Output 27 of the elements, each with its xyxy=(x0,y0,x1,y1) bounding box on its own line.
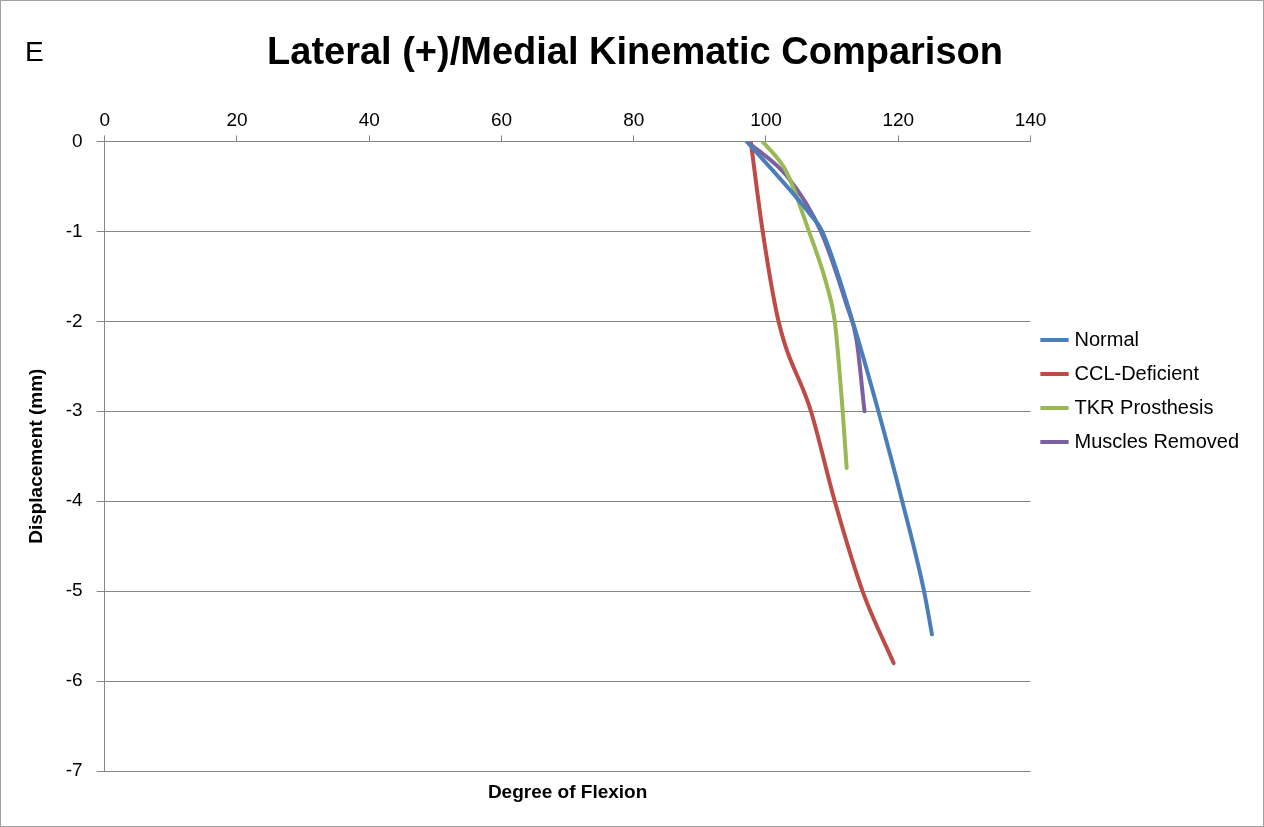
x-tick-label: 140 xyxy=(1014,109,1047,131)
legend-label: TKR Prosthesis xyxy=(1074,395,1214,418)
y-tick-label: 0 xyxy=(72,129,83,151)
y-tick-label: -1 xyxy=(65,219,83,241)
y-tick-label: -7 xyxy=(65,759,83,781)
x-tick-label: 20 xyxy=(226,109,248,131)
legend-label: CCL-Deficient xyxy=(1074,361,1200,384)
text: E xyxy=(25,35,44,67)
y-tick-label: -3 xyxy=(65,399,83,421)
x-tick-label: 120 xyxy=(882,109,915,131)
x-tick-label: 100 xyxy=(750,109,782,131)
y-tick-label: -5 xyxy=(65,579,83,601)
legend-label: Muscles Removed xyxy=(1074,429,1240,452)
line-series xyxy=(760,141,849,470)
line-series xyxy=(748,141,896,666)
x-axis-title: Degree of Flexion xyxy=(487,781,648,803)
x-tick-label: 80 xyxy=(623,109,645,131)
y-tick-label: -6 xyxy=(65,669,83,691)
legend-label: Normal xyxy=(1074,327,1139,350)
y-tick-label: -4 xyxy=(65,489,84,511)
line-series xyxy=(744,141,934,637)
x-tick-label: 0 xyxy=(99,109,110,131)
y-tick-label: -2 xyxy=(65,309,83,331)
x-tick-label: 60 xyxy=(490,109,513,131)
y-axis-title: Displacement (mm) xyxy=(24,368,46,544)
x-tick-label: 40 xyxy=(358,109,380,131)
chart-title: Lateral (+)/Medial Kinematic Comparison xyxy=(267,30,1003,73)
